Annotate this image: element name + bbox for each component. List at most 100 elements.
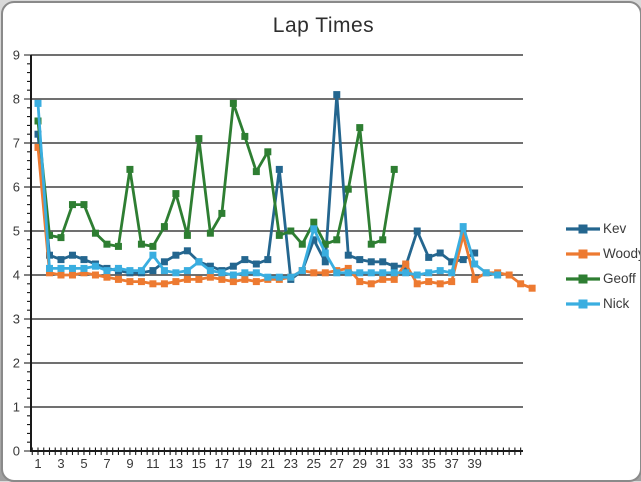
x-tick-label: 7	[103, 456, 110, 471]
data-point-marker	[57, 234, 65, 242]
data-point-marker	[333, 269, 341, 277]
data-point-marker	[183, 275, 191, 283]
data-point-marker	[298, 240, 306, 248]
x-tick-label: 37	[444, 456, 458, 471]
data-point-marker	[367, 269, 375, 277]
data-point-marker	[45, 264, 53, 272]
data-point-marker	[126, 278, 134, 286]
data-point-marker	[103, 267, 111, 275]
data-point-marker	[379, 236, 387, 244]
series-nick	[34, 99, 502, 281]
data-point-marker	[68, 201, 76, 209]
data-point-marker	[344, 269, 352, 277]
data-point-marker	[252, 168, 260, 176]
x-tick-label: 11	[146, 456, 160, 471]
data-point-marker	[160, 258, 168, 266]
data-point-marker	[275, 231, 283, 239]
data-point-marker	[413, 271, 421, 279]
data-point-marker	[310, 236, 318, 244]
data-point-marker	[505, 271, 513, 279]
x-tick-label: 1	[34, 456, 41, 471]
data-point-marker	[471, 260, 479, 268]
data-point-marker	[413, 280, 421, 288]
y-ticks	[24, 54, 32, 452]
legend-label-geoff: Geoff	[603, 271, 636, 286]
data-point-marker	[229, 271, 237, 279]
data-point-marker	[390, 269, 398, 277]
data-point-marker	[448, 278, 456, 286]
y-axis-labels: 0 1 2 3 4 5 6 7 8 9	[13, 48, 20, 459]
data-point-marker	[206, 267, 214, 275]
data-point-marker	[149, 280, 157, 288]
data-point-marker	[241, 256, 249, 264]
legend-item-nick: Nick	[565, 291, 640, 316]
x-tick-label: 17	[215, 456, 229, 471]
data-point-marker	[413, 227, 421, 235]
data-point-marker	[160, 267, 168, 275]
x-axis-labels: 1 3 5 7 9 11 13 15 17 19 21 23 25 27 29 31 33 35 37 39	[34, 456, 482, 471]
legend-item-kev: Kev	[565, 216, 640, 241]
data-point-marker	[402, 260, 410, 268]
data-point-marker	[287, 227, 295, 235]
data-point-marker	[172, 278, 180, 286]
data-point-marker	[160, 223, 168, 231]
data-point-marker	[114, 242, 122, 250]
data-point-marker	[390, 262, 398, 270]
data-point-marker	[103, 240, 111, 248]
data-point-marker	[367, 240, 375, 248]
data-point-marker	[34, 143, 42, 151]
data-point-marker	[126, 267, 134, 275]
data-point-marker	[68, 251, 76, 259]
data-point-marker	[229, 278, 237, 286]
chart-title: Lap Times	[272, 14, 375, 37]
y-tick-label: 8	[13, 92, 20, 107]
data-point-marker	[436, 280, 444, 288]
data-point-marker	[459, 256, 467, 264]
data-point-marker	[356, 124, 364, 132]
data-point-marker	[68, 271, 76, 279]
legend-label-woody: Woody	[603, 246, 641, 261]
data-point-marker	[57, 271, 65, 279]
data-point-marker	[402, 269, 410, 277]
data-point-marker	[448, 258, 456, 266]
data-point-marker	[390, 165, 398, 173]
data-point-marker	[517, 280, 525, 288]
legend-item-woody: Woody	[565, 241, 641, 266]
kev-series-swatch-icon	[566, 224, 600, 233]
data-point-marker	[91, 229, 99, 237]
data-point-marker	[172, 269, 180, 277]
x-tick-label: 31	[376, 456, 390, 471]
data-point-marker	[344, 185, 352, 193]
data-point-marker	[229, 262, 237, 270]
data-point-marker	[80, 256, 88, 264]
data-point-marker	[298, 267, 306, 275]
data-point-marker	[241, 132, 249, 140]
legend-label-kev: Kev	[603, 221, 627, 236]
x-ticks	[31, 447, 522, 455]
data-point-marker	[471, 249, 479, 257]
x-tick-label: 23	[284, 456, 298, 471]
data-point-marker	[57, 264, 65, 272]
data-point-marker	[149, 251, 157, 259]
data-point-marker	[149, 242, 157, 250]
data-point-marker	[183, 231, 191, 239]
data-point-marker	[494, 271, 502, 279]
data-point-marker	[459, 223, 467, 231]
data-point-marker	[183, 267, 191, 275]
data-point-marker	[459, 231, 467, 239]
x-tick-label: 9	[126, 456, 133, 471]
data-point-marker	[183, 247, 191, 255]
data-point-marker	[356, 278, 364, 286]
nick-series-swatch-icon	[566, 299, 600, 308]
data-point-marker	[218, 209, 226, 217]
data-point-marker	[218, 275, 226, 283]
data-point-marker	[321, 240, 329, 248]
x-tick-label: 15	[192, 456, 206, 471]
x-tick-label: 3	[57, 456, 64, 471]
y-tick-label: 4	[13, 268, 20, 283]
x-tick-label: 19	[238, 456, 252, 471]
x-tick-label: 25	[307, 456, 321, 471]
data-point-marker	[195, 258, 203, 266]
